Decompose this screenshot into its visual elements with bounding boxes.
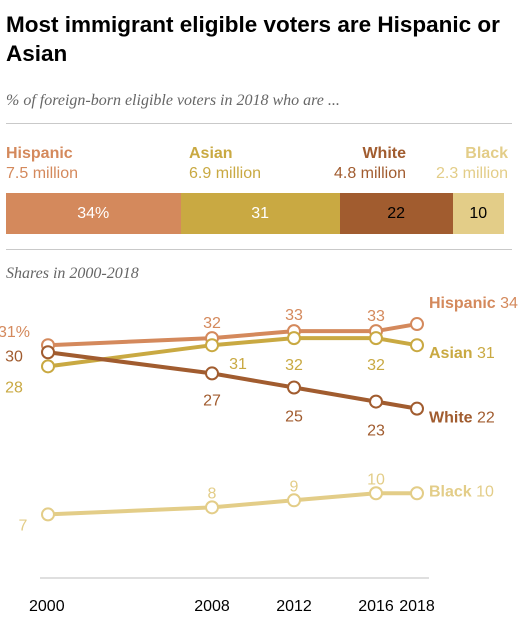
divider-top — [6, 123, 512, 124]
data-point-black — [41, 507, 55, 522]
line-chart-heading: Shares in 2000-2018 — [6, 265, 139, 282]
bar-segment-white: 22 — [339, 193, 453, 234]
data-point-white — [410, 401, 424, 416]
data-label-white: 27 — [203, 392, 221, 409]
data-label-asian: 32 — [285, 357, 303, 374]
bar-value-asian: 6.9 million — [189, 165, 262, 182]
data-point-black — [410, 486, 424, 501]
series-end-label-hispanic: Hispanic 34 — [429, 295, 518, 312]
x-tick-label: 2018 — [399, 598, 435, 615]
data-point-asian — [287, 331, 301, 346]
data-label-white: 30 — [5, 348, 23, 365]
bar-label-black: Black — [465, 145, 508, 162]
data-label-white: 23 — [367, 423, 385, 440]
data-label-hispanic: 33 — [367, 308, 385, 325]
data-label-hispanic: 33 — [285, 307, 303, 324]
data-point-asian — [41, 359, 55, 374]
data-point-asian — [205, 338, 219, 353]
bar-segment-asian: 31 — [180, 193, 340, 234]
series-end-label-black: Black 10 — [429, 483, 494, 500]
bar-label-asian: Asian — [189, 145, 233, 162]
series-end-label-white: White 22 — [429, 410, 495, 427]
data-label-black: 8 — [208, 485, 217, 502]
data-point-black — [287, 493, 301, 508]
data-label-asian: 28 — [5, 379, 23, 396]
bar-value-white: 4.8 million — [333, 165, 406, 182]
divider-middle — [6, 249, 512, 250]
x-tick-label: 2008 — [194, 598, 230, 615]
x-tick-label: 2012 — [276, 598, 312, 615]
chart-subtitle: % of foreign-born eligible voters in 201… — [6, 92, 340, 109]
data-point-hispanic — [410, 317, 424, 332]
data-point-white — [205, 366, 219, 381]
data-label-black: 10 — [367, 471, 385, 488]
bar-value-black: 2.3 million — [435, 165, 508, 182]
data-point-black — [369, 486, 383, 501]
stacked-share-bar: 34% 31 22 10 — [6, 193, 504, 234]
series-line-black — [47, 491, 417, 517]
series-end-label-asian: Asian 31 — [429, 345, 495, 362]
bar-segment-hispanic: 34% — [6, 193, 181, 234]
data-label-black: 7 — [19, 517, 28, 534]
data-point-black — [205, 500, 219, 515]
data-label-white: 25 — [285, 409, 303, 426]
data-point-white — [287, 380, 301, 395]
bar-label-hispanic: Hispanic — [6, 145, 73, 162]
data-point-asian — [369, 331, 383, 346]
data-point-white — [41, 345, 55, 360]
data-point-white — [369, 394, 383, 409]
data-label-asian: 32 — [367, 357, 385, 374]
data-label-asian: 31 — [229, 356, 247, 373]
x-tick-label: 2016 — [358, 598, 394, 615]
data-label-hispanic: 32 — [203, 315, 221, 332]
bar-segment-black: 10 — [452, 193, 504, 234]
x-tick-label: 2000 — [29, 598, 65, 615]
data-label-hispanic: 31% — [0, 324, 30, 341]
data-point-asian — [410, 338, 424, 353]
bar-label-white: White — [362, 145, 406, 162]
data-label-black: 9 — [290, 478, 299, 495]
chart-title: Most immigrant eligible voters are Hispa… — [6, 12, 500, 66]
bar-value-hispanic: 7.5 million — [6, 165, 79, 182]
